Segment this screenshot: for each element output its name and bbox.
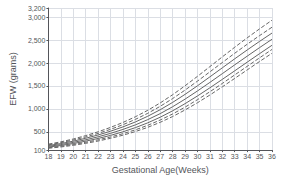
svg-text:28: 28: [169, 153, 177, 160]
svg-text:Gestational Age(Weeks): Gestational Age(Weeks): [112, 165, 209, 175]
svg-text:21: 21: [82, 153, 90, 160]
svg-text:23: 23: [107, 153, 115, 160]
svg-text:100: 100: [33, 146, 46, 154]
svg-text:24: 24: [119, 153, 127, 160]
svg-text:2,000: 2,000: [28, 60, 46, 67]
svg-text:32: 32: [218, 153, 226, 160]
svg-text:35: 35: [256, 153, 264, 160]
svg-text:22: 22: [94, 153, 102, 160]
svg-text:3,000: 3,000: [28, 14, 46, 21]
svg-text:31: 31: [206, 153, 214, 160]
svg-text:1,000: 1,000: [28, 105, 46, 112]
svg-text:EFW (grams): EFW (grams): [8, 52, 18, 106]
svg-text:29: 29: [181, 153, 189, 160]
svg-text:3,200: 3,200: [28, 5, 46, 12]
svg-text:26: 26: [144, 153, 152, 160]
svg-text:1,500: 1,500: [28, 82, 46, 89]
svg-text:19: 19: [57, 153, 65, 160]
svg-text:34: 34: [243, 153, 251, 160]
svg-text:20: 20: [69, 153, 77, 160]
svg-text:36: 36: [268, 153, 276, 160]
svg-text:2,500: 2,500: [28, 37, 46, 44]
svg-text:25: 25: [131, 153, 139, 160]
svg-text:18: 18: [45, 153, 53, 160]
svg-text:500: 500: [34, 128, 46, 135]
svg-text:30: 30: [194, 153, 202, 160]
svg-text:27: 27: [156, 153, 164, 160]
svg-text:33: 33: [231, 153, 239, 160]
